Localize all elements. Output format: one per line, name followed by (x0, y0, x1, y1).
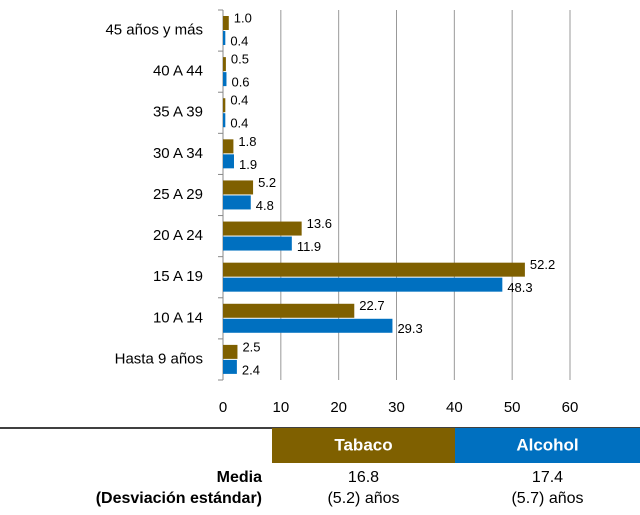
data-label: 0.4 (230, 116, 248, 131)
y-tick-label: 10 A 14 (153, 309, 203, 326)
bar (223, 359, 237, 374)
table-cell: (5.2) años (327, 490, 399, 507)
y-tick-label: 35 A 39 (153, 104, 203, 121)
row-label: Media (217, 469, 262, 486)
data-label: 48.3 (507, 280, 532, 295)
bar (223, 57, 226, 72)
data-label: 0.6 (231, 75, 249, 90)
table-header: Alcohol (516, 435, 578, 454)
bar (223, 221, 302, 236)
data-label: 0.5 (231, 52, 249, 67)
bar (223, 180, 254, 195)
x-tick-label: 50 (504, 399, 521, 416)
data-label: 29.3 (397, 321, 422, 336)
data-label: 13.6 (307, 216, 332, 231)
table-cell: 16.8 (348, 469, 379, 486)
bar (223, 72, 227, 87)
data-label: 2.5 (242, 339, 260, 354)
y-tick-label: 40 A 44 (153, 63, 203, 80)
table-cell: 17.4 (532, 469, 563, 486)
data-label: 0.4 (230, 93, 248, 108)
y-tick-label: 30 A 34 (153, 145, 203, 162)
x-tick-label: 0 (219, 399, 227, 416)
data-label: 4.8 (256, 198, 274, 213)
row-label: (Desviación estándar) (96, 490, 262, 507)
table-header: Tabaco (334, 435, 392, 454)
data-label: 22.7 (359, 298, 384, 313)
bar (223, 344, 238, 359)
bar (223, 154, 234, 169)
y-tick-label: 25 A 29 (153, 186, 203, 203)
data-label: 0.4 (230, 33, 248, 48)
bar (223, 318, 393, 333)
data-label: 11.9 (297, 239, 321, 254)
data-label: 52.2 (530, 257, 555, 272)
y-tick-label: Hasta 9 años (115, 350, 203, 367)
x-tick-label: 60 (562, 399, 579, 416)
bar (223, 139, 234, 154)
table-cell: (5.7) años (511, 490, 583, 507)
bar (223, 262, 525, 277)
x-tick-label: 10 (272, 399, 289, 416)
x-tick-label: 30 (388, 399, 405, 416)
data-label: 1.0 (234, 10, 252, 25)
bar (223, 16, 229, 30)
bar (223, 98, 226, 113)
data-label: 1.9 (239, 157, 257, 172)
bar (223, 303, 355, 318)
bar (223, 113, 226, 128)
bar (223, 195, 251, 210)
x-tick-label: 40 (446, 399, 463, 416)
bar (223, 277, 503, 292)
data-label: 1.8 (238, 134, 256, 149)
y-tick-label: 45 años y más (105, 22, 203, 39)
x-tick-label: 20 (330, 399, 347, 416)
data-label: 5.2 (258, 175, 276, 190)
data-label: 2.4 (242, 362, 260, 377)
bar (223, 31, 226, 45)
y-tick-label: 15 A 19 (153, 268, 203, 285)
table-header-cell (455, 428, 640, 463)
y-tick-label: 20 A 24 (153, 227, 203, 244)
table-header-cell (272, 428, 455, 463)
bar (223, 236, 292, 251)
